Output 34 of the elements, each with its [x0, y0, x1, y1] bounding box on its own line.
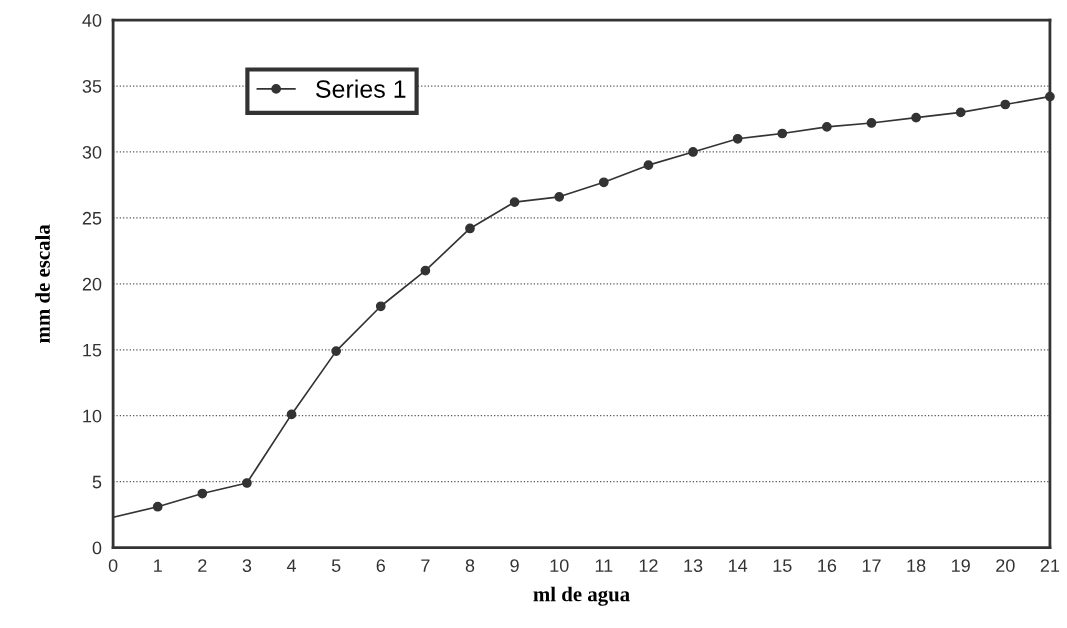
y-axis-title: mm de escala [35, 224, 50, 343]
x-tick-label: 20 [996, 559, 1015, 572]
y-tick-label: 25 [82, 211, 102, 225]
x-tick-label: 11 [595, 559, 613, 572]
x-tick-label: 15 [773, 559, 792, 572]
x-tick-label: 9 [510, 559, 519, 572]
x-tick-label: 19 [952, 559, 970, 572]
y-tick-label: 40 [82, 14, 102, 27]
y-tick-label: 10 [83, 409, 102, 423]
y-tick-label: 20 [82, 277, 102, 291]
y-tick-label: 35 [82, 79, 102, 93]
y-tick-label: 5 [92, 475, 102, 489]
x-tick-label: 7 [421, 559, 430, 572]
x-tick-label: 1 [154, 559, 162, 572]
x-tick-label: 17 [862, 559, 881, 572]
x-tick-label: 0 [108, 559, 118, 572]
x-tick-label: 5 [331, 559, 341, 572]
x-tick-label: 16 [818, 559, 837, 572]
x-tick-label: 12 [639, 559, 658, 572]
x-tick-label: 10 [550, 559, 569, 572]
legend-label: Series 1 [316, 79, 406, 98]
x-tick-label: 6 [376, 559, 385, 572]
y-tick-label: 30 [82, 145, 102, 159]
y-tick-label: 0 [92, 541, 102, 555]
x-tick-label: 14 [728, 559, 748, 572]
x-axis-title: ml de agua [533, 586, 630, 606]
y-tick-label: 15 [83, 343, 102, 357]
x-tick-label: 18 [907, 559, 926, 572]
x-tick-label: 13 [684, 559, 703, 572]
x-tick-label: 3 [242, 559, 252, 572]
x-tick-label: 4 [286, 559, 297, 572]
x-tick-label: 8 [465, 559, 475, 572]
x-tick-label: 21 [1040, 559, 1060, 572]
x-tick-label: 2 [198, 559, 207, 572]
